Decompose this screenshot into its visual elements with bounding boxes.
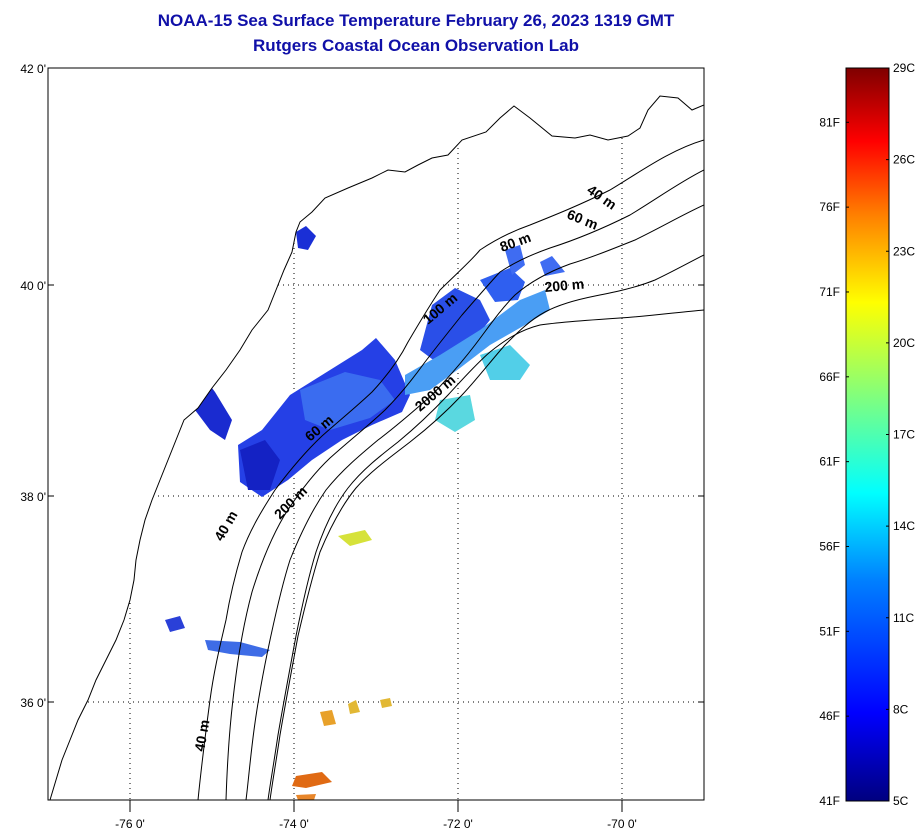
sst-patch-ny-bight xyxy=(296,226,316,250)
sst-patch-gulfstream-2 xyxy=(320,710,336,726)
colorbar-fahrenheit-label: 51F xyxy=(819,624,840,638)
contour-label: 40 m xyxy=(191,718,212,752)
sst-patch-east xyxy=(505,245,565,276)
colorbar-celsius-label: 8C xyxy=(893,702,909,716)
colorbar-fahrenheit-labels: 81F 76F 71F 66F 61F 56F 51F 46F 41F xyxy=(819,115,849,808)
lat-label: 36 0' xyxy=(20,696,46,710)
latitude-labels: 42 0' 40 0' 38 0' 36 0' xyxy=(20,62,46,710)
sst-patch-gulfstream-5 xyxy=(348,698,392,714)
land-mass xyxy=(48,68,704,800)
colorbar-celsius-label: 20C xyxy=(893,336,915,350)
sst-patch-slope xyxy=(480,345,530,380)
bathymetry-contours xyxy=(197,139,704,800)
sst-patch-slope-2 xyxy=(435,395,475,432)
colorbar-celsius-label: 26C xyxy=(893,153,915,167)
map-subtitle: Rutgers Coastal Ocean Observation Lab xyxy=(253,36,579,55)
colorbar-fahrenheit-label: 61F xyxy=(819,455,840,469)
map-title: NOAA-15 Sea Surface Temperature February… xyxy=(157,11,675,30)
colorbar-celsius-label: 17C xyxy=(893,428,915,442)
longitude-labels: -76 0' -74 0' -72 0' -70 0' xyxy=(115,817,637,831)
colorbar-celsius-label: 29C xyxy=(893,61,915,75)
colorbar: 29C 26C 23C 20C 17C 14C 11C 8C 5C 81F 76F 71F 66F 61… xyxy=(819,61,915,808)
colorbar-gradient xyxy=(845,67,890,802)
sst-patch-gulfstream-3 xyxy=(292,772,332,788)
sst-patch-shelf-dark xyxy=(240,440,280,490)
colorbar-celsius-label: 23C xyxy=(893,244,915,258)
contour-label: 200 m xyxy=(544,276,585,295)
sst-patch-gulfstream-1 xyxy=(338,530,372,546)
colorbar-fahrenheit-label: 41F xyxy=(819,794,840,808)
colorbar-celsius-label: 14C xyxy=(893,519,915,533)
colorbar-celsius-labels: 29C 26C 23C 20C 17C 14C 11C 8C 5C xyxy=(886,61,915,808)
sst-patch-hudson-2 xyxy=(480,268,525,302)
lat-label: 42 0' xyxy=(20,62,46,76)
colorbar-fahrenheit-label: 56F xyxy=(819,539,840,553)
lon-label: -72 0' xyxy=(443,817,473,831)
colorbar-fahrenheit-label: 66F xyxy=(819,370,840,384)
lon-label: -76 0' xyxy=(115,817,145,831)
sst-patch-gulfstream-4 xyxy=(296,794,316,800)
lat-label: 40 0' xyxy=(20,279,46,293)
sst-patch-chesapeake xyxy=(205,640,270,657)
sst-patch-offshore-1 xyxy=(300,372,395,430)
colorbar-celsius-label: 5C xyxy=(893,794,909,808)
colorbar-fahrenheit-label: 81F xyxy=(819,115,840,129)
lon-label: -70 0' xyxy=(607,817,637,831)
lat-label: 38 0' xyxy=(20,490,46,504)
colorbar-celsius-label: 11C xyxy=(893,611,914,625)
lon-label: -74 0' xyxy=(279,817,309,831)
colorbar-fahrenheit-label: 71F xyxy=(819,285,840,299)
colorbar-fahrenheit-label: 76F xyxy=(819,200,840,214)
colorbar-fahrenheit-label: 46F xyxy=(819,709,840,723)
coastline xyxy=(48,68,704,800)
sst-data xyxy=(165,226,565,800)
sst-patch-chesapeake-2 xyxy=(165,616,185,632)
axis-ticks xyxy=(48,284,704,812)
